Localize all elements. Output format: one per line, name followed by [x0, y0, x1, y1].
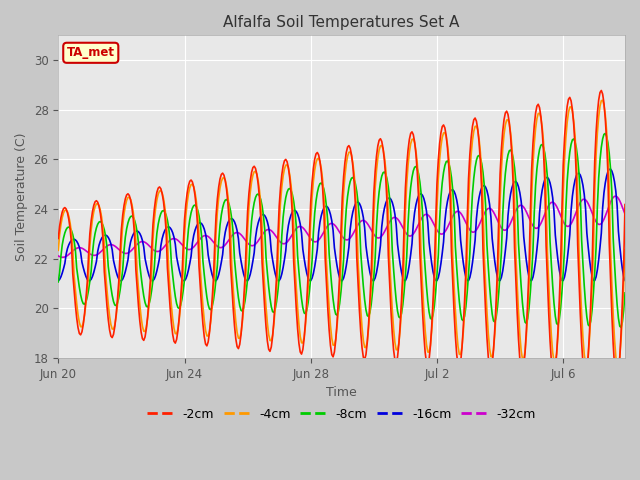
Text: TA_met: TA_met	[67, 46, 115, 60]
Legend: -2cm, -4cm, -8cm, -16cm, -32cm: -2cm, -4cm, -8cm, -16cm, -32cm	[143, 403, 541, 426]
X-axis label: Time: Time	[326, 386, 357, 399]
Title: Alfalfa Soil Temperatures Set A: Alfalfa Soil Temperatures Set A	[223, 15, 460, 30]
Y-axis label: Soil Temperature (C): Soil Temperature (C)	[15, 132, 28, 261]
